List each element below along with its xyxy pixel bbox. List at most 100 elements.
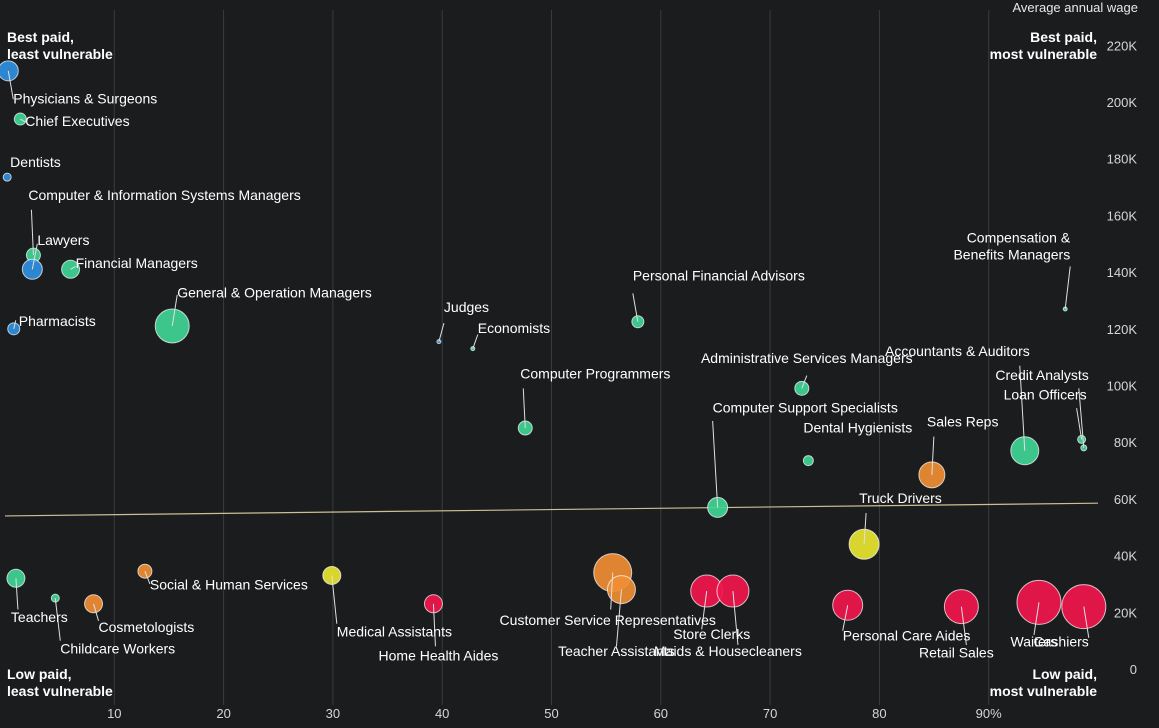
trend-layer: [4, 502, 1099, 517]
occupation-label-line: Pharmacists: [19, 313, 96, 329]
occupation-label: Childcare Workers: [60, 640, 175, 656]
occupation-label-line: Economists: [478, 320, 550, 336]
occupation-label: Judges: [444, 299, 489, 315]
occupation-label-line: Medical Assistants: [337, 623, 452, 639]
occupation-label-line: Administrative Services Managers: [701, 350, 913, 366]
y-tick-label: 0: [1130, 662, 1137, 677]
occupation-label-line: Childcare Workers: [60, 640, 175, 656]
occupation-label-line: Personal Financial Advisors: [633, 268, 805, 284]
corner-label-bottom-right-line: Low paid,: [1032, 666, 1097, 682]
occupation-label: Personal Financial Advisors: [633, 268, 805, 284]
x-tick-label: 80: [872, 706, 886, 721]
occupation-label-line: Home Health Aides: [379, 647, 499, 663]
leader-line: [1064, 266, 1071, 310]
corner-label-bottom-right-line: most vulnerable: [990, 683, 1098, 699]
leader-line: [1076, 408, 1083, 440]
occupation-label-line: Accountants & Auditors: [885, 343, 1030, 359]
leader-line: [610, 572, 614, 610]
occupation-label: Cashiers: [1034, 633, 1089, 649]
occupation-label: General & Operation Managers: [177, 285, 372, 301]
leader-line: [432, 603, 436, 647]
occupation-label: Sales Reps: [927, 414, 999, 430]
leader-line: [712, 420, 719, 508]
occupation-label: Accountants & Auditors: [885, 343, 1030, 359]
occupation-label: Compensation & Benefits Managers: [953, 229, 1070, 262]
occupation-label: Retail Sales: [919, 645, 994, 661]
corner-label-bottom-left-line: least vulnerable: [7, 683, 113, 699]
occupation-label-line: Computer Programmers: [520, 365, 670, 381]
occupation-label: Cosmetologists: [99, 619, 195, 635]
occupation-label-line: Social & Human Services: [150, 577, 308, 593]
occupation-label: Store Clerks: [673, 626, 750, 642]
y-tick-label: 120K: [1107, 322, 1138, 337]
y-tick-label: 220K: [1107, 38, 1138, 53]
x-tick-label: 70: [763, 706, 777, 721]
occupation-label: Personal Care Aides: [843, 628, 971, 644]
occupation-label-line: Truck Drivers: [859, 490, 942, 506]
x-tick-label: 20: [216, 706, 230, 721]
occupation-label-line: Chief Executives: [25, 113, 129, 129]
occupation-label: Computer Programmers: [520, 365, 670, 381]
leader-line: [732, 590, 739, 645]
x-tick-label: 50: [544, 706, 558, 721]
y-tick-label: 20K: [1114, 605, 1137, 620]
corner-label-bottom-right: Low paid, most vulnerable: [990, 666, 1098, 699]
occupation-label: Home Health Aides: [379, 647, 499, 663]
y-tick-label: 160K: [1107, 208, 1138, 223]
y-tick-label: 200K: [1107, 95, 1138, 110]
occupation-label-line: Compensation &: [967, 229, 1071, 245]
corner-label-top-right: Best paid, most vulnerable: [990, 29, 1098, 62]
occupation-label: Computer Support Specialists: [713, 399, 898, 415]
occupation-label: Dental Hygienists: [803, 419, 912, 435]
occupation-label: Medical Assistants: [337, 623, 452, 639]
leader-line: [863, 513, 867, 545]
occupation-label-line: Financial Managers: [76, 255, 198, 271]
occupation-label-line: Customer Service Representatives: [500, 612, 716, 628]
occupation-label: Physicians & Surgeons: [13, 90, 157, 106]
x-tick-label: 30: [326, 706, 340, 721]
leader-line: [960, 606, 967, 645]
leader-line: [7, 70, 14, 100]
occupation-bubble: [2, 172, 12, 182]
leader-line: [331, 575, 338, 624]
corner-label-top-left-line: least vulnerable: [7, 46, 113, 62]
occupation-label-line: Teacher Assistants: [558, 643, 675, 659]
occupation-label-line: Physicians & Surgeons: [13, 90, 157, 106]
corner-label-top-right-line: Best paid,: [1030, 29, 1097, 45]
leader-line: [701, 590, 708, 630]
y-tick-label: 80K: [1114, 435, 1137, 450]
grid-layer: [113, 10, 990, 705]
occupation-label-line: Computer & Information Systems Managers: [28, 187, 300, 203]
occupation-label-line: Dentists: [10, 154, 61, 170]
occupation-label-line: Retail Sales: [919, 645, 994, 661]
occupation-label: Credit Analysts: [995, 367, 1088, 383]
occupation-bubble: [0, 60, 19, 82]
leader-line: [931, 436, 935, 475]
leader-line: [93, 603, 100, 621]
occupation-label: Teachers: [11, 609, 68, 625]
occupation-label: Truck Drivers: [859, 490, 942, 506]
occupation-label: Economists: [478, 320, 550, 336]
occupation-label: Dentists: [10, 154, 61, 170]
occupation-label: Customer Service Representatives: [500, 612, 716, 628]
leader-line: [144, 571, 151, 585]
occupation-label: Social & Human Services: [150, 577, 308, 593]
leader-line: [438, 323, 445, 342]
occupation-label-line: Sales Reps: [927, 414, 999, 430]
x-tick-label: 10: [107, 706, 121, 721]
y-tick-label: 100K: [1107, 379, 1138, 394]
leader-line: [30, 209, 34, 256]
occupation-label-line: Store Clerks: [673, 626, 750, 642]
x-tick-label: 90%: [976, 706, 1002, 721]
corner-label-top-right-line: most vulnerable: [990, 46, 1098, 62]
leader-line: [801, 375, 808, 389]
occupation-label: Financial Managers: [76, 255, 198, 271]
leader-line: [15, 578, 19, 610]
occupation-label-line: Teachers: [11, 609, 68, 625]
leader-line: [1019, 365, 1026, 451]
leader-line: [615, 589, 622, 647]
leader-layer: [7, 70, 1090, 647]
occupation-label: Maids & Housecleaners: [654, 643, 802, 659]
occupation-label-line: General & Operation Managers: [177, 285, 372, 301]
